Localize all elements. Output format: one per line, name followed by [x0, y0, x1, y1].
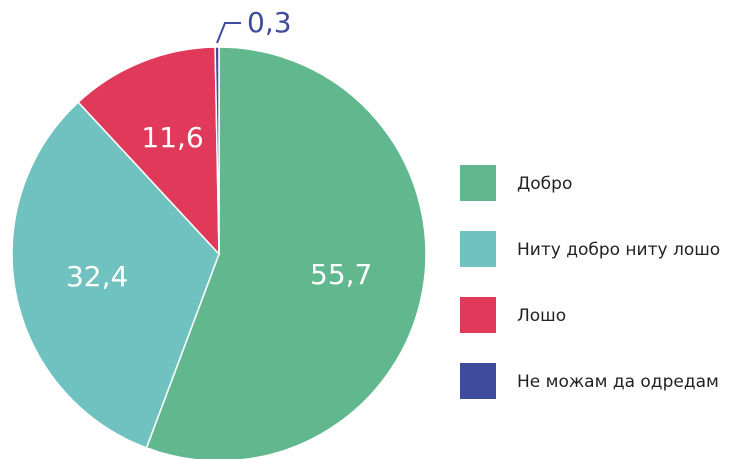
leader-line — [216, 22, 242, 44]
legend-swatch — [460, 363, 496, 399]
value-label: 55,7 — [310, 258, 372, 291]
legend-label: Ниту добро ниту лошо — [517, 240, 720, 260]
legend-swatch — [460, 297, 496, 333]
value-label: 32,4 — [66, 260, 128, 293]
legend-label: Не можам да одредам — [517, 372, 719, 392]
legend-label: Лошо — [517, 306, 566, 326]
legend-swatch — [460, 231, 496, 267]
value-label: 11,6 — [141, 121, 203, 154]
value-label: 0,3 — [247, 6, 292, 39]
pie-slice — [214, 46, 220, 255]
pie-slice — [77, 46, 220, 256]
legend-label: Добро — [517, 174, 572, 194]
pie-slice — [11, 101, 220, 449]
legend-swatch — [460, 165, 496, 201]
